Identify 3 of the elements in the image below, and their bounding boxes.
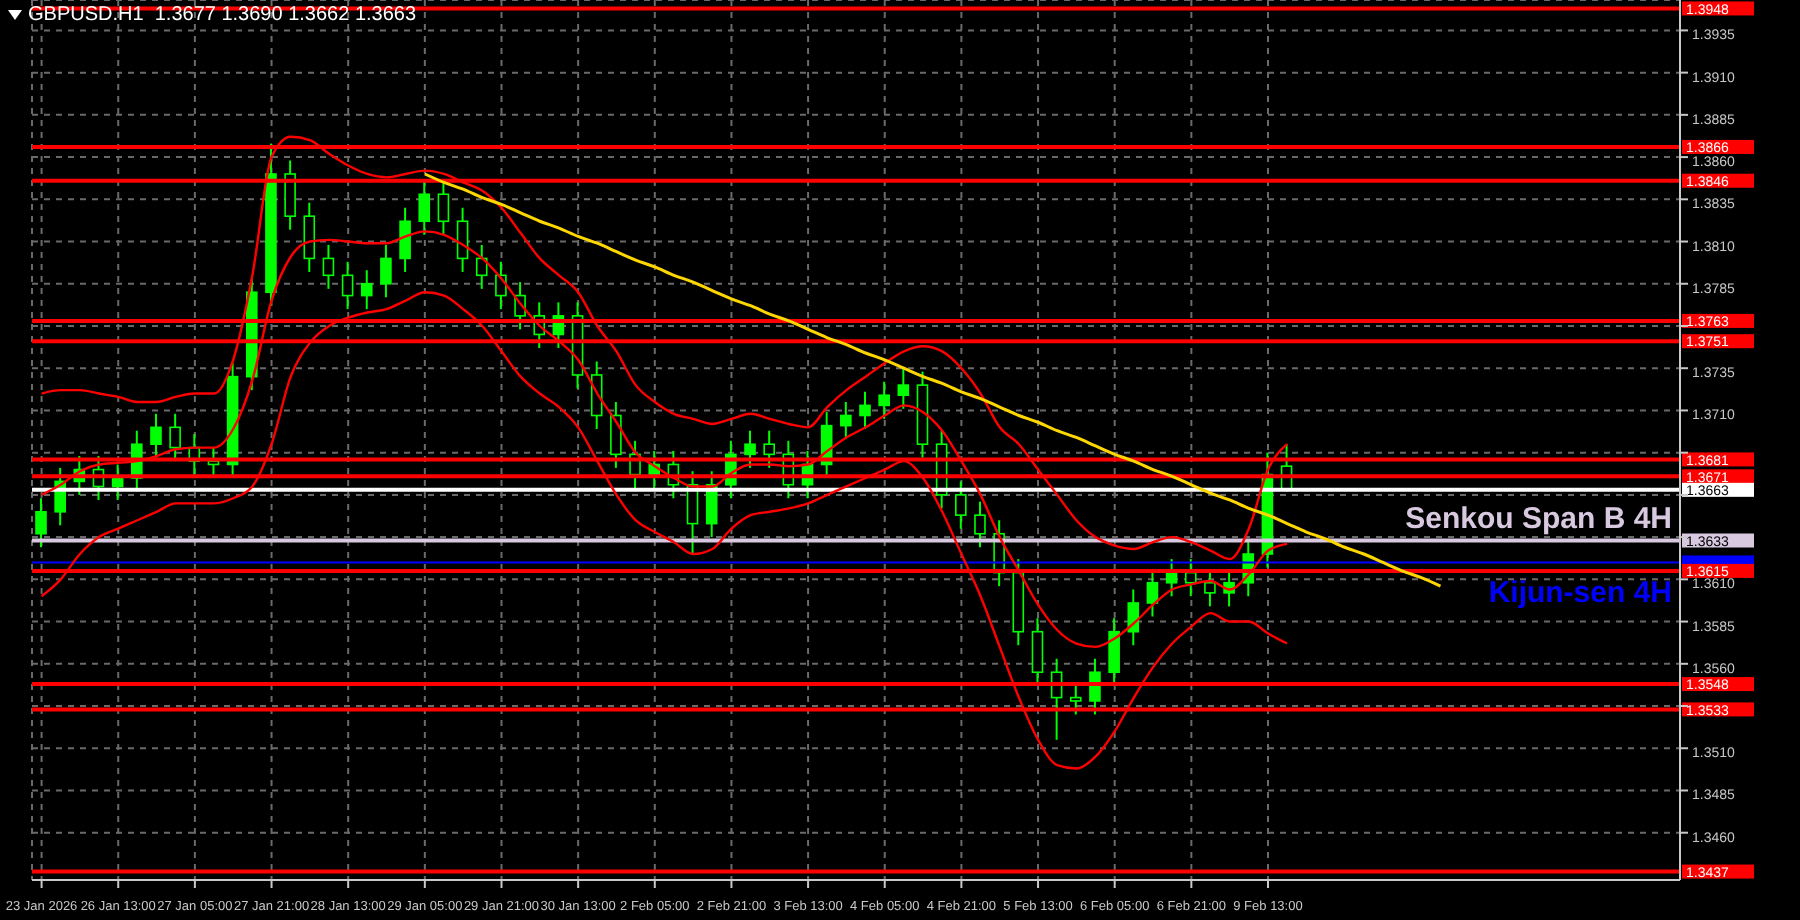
annotation: Senkou Span B 4H: [1405, 502, 1672, 537]
annotation: Kijun-sen 4H: [1488, 576, 1672, 611]
chart-title: GBPUSD.H1 1.3677 1.3690 1.3662 1.3663: [28, 4, 417, 26]
